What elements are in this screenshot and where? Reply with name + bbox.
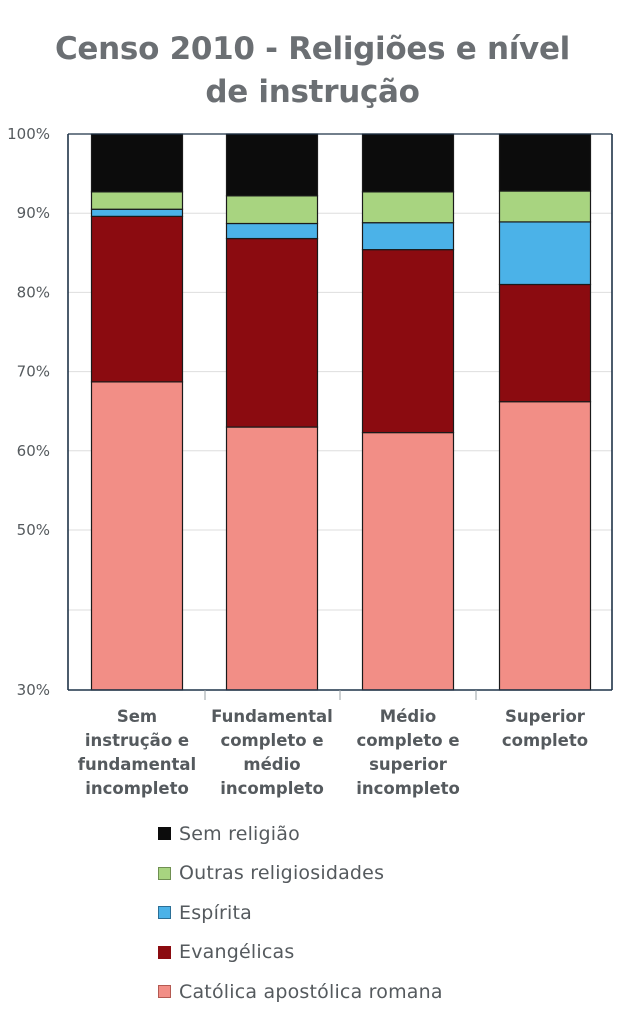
bar-segment-outras-cat-1 [90,191,184,210]
legend-swatch-catolica [158,985,171,999]
legend-label-evangelicas: Evangélicas [179,941,295,964]
y-tick-label: 50% [17,521,50,539]
bar-segment-outras-cat-4 [498,190,592,223]
bar-segment-sem-cat-4 [498,133,592,192]
bar-segment-espírita-cat-3 [361,222,455,251]
y-tick-label: 70% [17,363,50,381]
x-category-label: completo [502,731,588,750]
bar-segment-sem-cat-3 [361,133,455,193]
x-category-label: completo e [356,731,459,750]
bar-segment-católica-cat-4 [498,401,592,691]
bar-segment-evangélicas-cat-3 [361,249,455,434]
x-category-label: superior [369,755,448,774]
x-category-label: Sem [117,707,157,726]
bar-segment-outras-cat-2 [225,195,319,225]
legend-swatch-outras-religiosidades [158,866,171,880]
chart-title: Censo 2010 - Religiões e nível de instru… [0,28,625,114]
bar-segment-evangélicas-cat-2 [225,237,319,428]
x-category-label: Médio [380,707,436,726]
bar-segment-católica-cat-3 [361,431,455,691]
bar-segment-católica-cat-2 [225,426,319,691]
chart-legend: Sem religião Outras religiosidades Espír… [158,814,443,1012]
y-tick-label: 30% [17,681,50,699]
x-category-label: incompleto [356,779,460,798]
x-category-label: instrução e [85,731,189,750]
bar-segment-evangélicas-cat-4 [498,283,592,403]
legend-label-outras-religiosidades: Outras religiosidades [179,862,385,885]
bar-segment-espírita-cat-1 [90,208,184,217]
chart-title-line-2: de instrução [205,74,420,110]
legend-label-sem-religiao: Sem religião [179,822,300,845]
bar-segment-sem-cat-2 [225,133,319,197]
x-category-label: Fundamental [211,707,333,726]
legend-item-evangelicas: Evangélicas [158,933,443,973]
legend-item-outras-religiosidades: Outras religiosidades [158,854,443,894]
legend-label-catolica: Católica apostólica romana [179,980,443,1003]
legend-label-espirita: Espírita [179,901,253,924]
x-category-label: incompleto [220,779,324,798]
x-category-label: completo e [220,731,323,750]
x-category-label: incompleto [85,779,189,798]
legend-swatch-sem-religiao [158,827,171,841]
bar-segment-sem-cat-1 [90,133,184,193]
bar-segment-outras-cat-3 [361,191,455,224]
y-tick-label: 60% [17,442,50,460]
bar-segment-espírita-cat-4 [498,221,592,286]
x-category-label: médio [243,755,300,774]
legend-item-catolica: Católica apostólica romana [158,972,443,1012]
y-tick-label: 80% [17,283,50,301]
legend-swatch-espirita [158,906,171,920]
chart-title-line-1: Censo 2010 - Religiões e nível [54,31,571,67]
bar-segment-evangélicas-cat-1 [90,215,184,383]
legend-swatch-evangelicas [158,945,171,959]
x-category-label: Superior [505,707,586,726]
y-tick-label: 90% [17,204,50,222]
x-category-label: fundamental [78,755,196,774]
legend-item-sem-religiao: Sem religião [158,814,443,854]
stacked-bar-chart: 100% 90% 80% 70% 60% 50% 30% Sem instrução e fun… [7,125,613,798]
legend-item-espirita: Espírita [158,893,443,933]
bar-segment-católica-cat-1 [90,381,184,691]
bar-segment-espírita-cat-2 [225,222,319,240]
y-tick-label: 100% [7,125,50,143]
